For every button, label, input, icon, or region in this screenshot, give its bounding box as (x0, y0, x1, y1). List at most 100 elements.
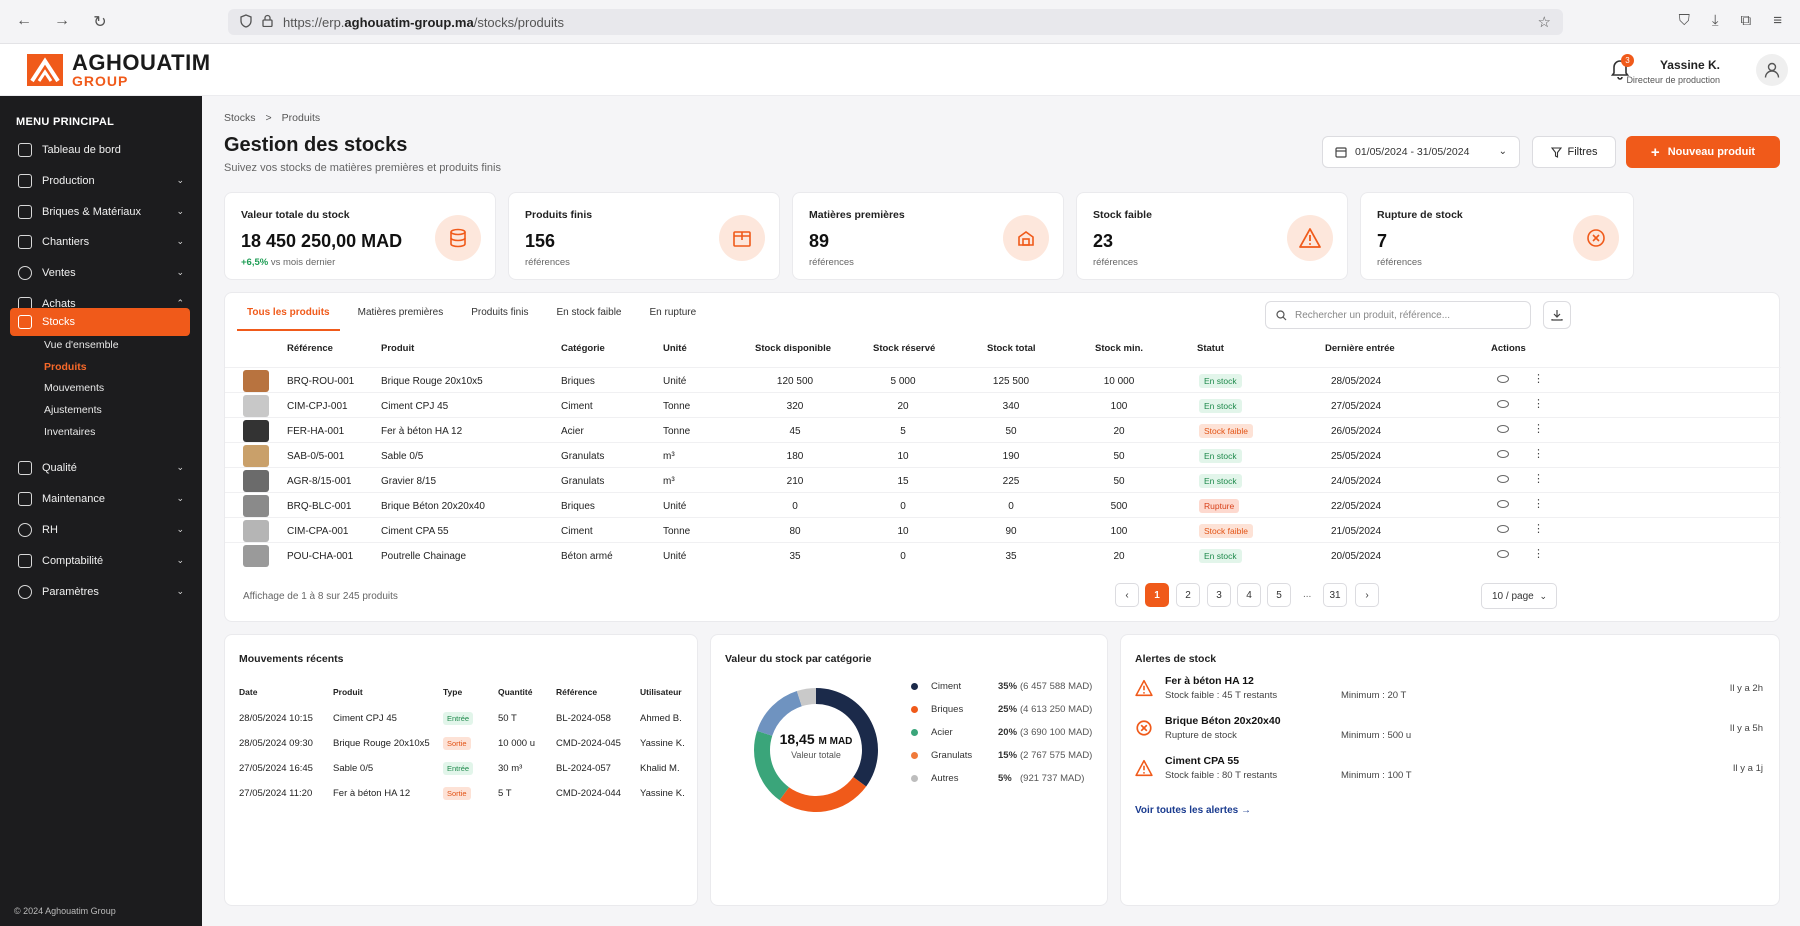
sidebar-item-label: Chantiers (42, 236, 90, 248)
prev-page-button[interactable]: ‹ (1115, 583, 1139, 607)
sidebar-item-chantiers[interactable]: Chantiers ⌄ (10, 228, 190, 256)
more-options-icon[interactable]: ⋮ (1533, 398, 1544, 410)
filters-button[interactable]: Filtres (1532, 136, 1616, 168)
table-row[interactable]: AGR-8/15-001 Gravier 8/15 Granulats m³ 210 15… (225, 467, 1781, 492)
new-product-button[interactable]: + Nouveau produit (1626, 136, 1780, 168)
table-row[interactable]: FER-HA-001 Fer à béton HA 12 Acier Tonne 45 5… (225, 417, 1781, 442)
view-eye-icon[interactable] (1497, 425, 1509, 433)
more-options-icon[interactable]: ⋮ (1533, 423, 1544, 435)
donut-slice-ciment[interactable] (816, 688, 878, 787)
table-row[interactable]: POU-CHA-001 Poutrelle Chainage Béton armé U… (225, 542, 1781, 567)
tab-low-stock[interactable]: En stock faible (556, 307, 622, 318)
page-last-button[interactable]: 31 (1323, 583, 1347, 607)
more-options-icon[interactable]: ⋮ (1533, 498, 1544, 510)
next-page-button[interactable]: › (1355, 583, 1379, 607)
more-options-icon[interactable]: ⋮ (1533, 548, 1544, 560)
legend-dot (911, 683, 918, 690)
cell-unit: m³ (663, 451, 675, 462)
col-stock-min[interactable]: Stock min. (1095, 343, 1144, 354)
col-last-entry[interactable]: Dernière entrée (1325, 343, 1395, 354)
forward-icon[interactable]: → (54, 12, 70, 29)
donut-slice-autres[interactable] (796, 688, 816, 707)
col-stock-available[interactable]: Stock disponible (755, 343, 832, 354)
sidebar-item-maintenance[interactable]: Maintenance ⌄ (10, 485, 190, 513)
notifications-button[interactable]: 3 (1610, 54, 1634, 82)
table-row[interactable]: BRQ-BLC-001 Brique Béton 20x20x40 Briques U… (225, 492, 1781, 517)
view-eye-icon[interactable] (1497, 500, 1509, 508)
extensions-icon[interactable]: ⧉ (1740, 12, 1752, 29)
bookmark-star-icon[interactable]: ☆ (1537, 14, 1551, 31)
table-row[interactable]: CIM-CPA-001 Ciment CPA 55 Ciment Tonne 80 10 9… (225, 517, 1781, 542)
col-stock-reserved[interactable]: Stock réservé (873, 343, 936, 354)
col-reference[interactable]: Référence (287, 343, 333, 354)
legend-label: Briques (931, 704, 964, 715)
avatar[interactable] (1756, 54, 1788, 86)
page-3-button[interactable]: 3 (1207, 583, 1231, 607)
table-row[interactable]: BRQ-ROU-001 Brique Rouge 20x10x5 Briques Un… (225, 367, 1781, 392)
date-range-picker[interactable]: 01/05/2024 - 31/05/2024 ⌄ (1322, 136, 1520, 168)
sidebar-sub-overview[interactable]: Vue d'ensemble (44, 339, 119, 351)
sidebar-item-briques[interactable]: Briques & Matériaux ⌄ (10, 198, 190, 226)
tab-raw-materials[interactable]: Matières premières (357, 307, 444, 318)
table-row[interactable]: CIM-CPJ-001 Ciment CPJ 45 Ciment Tonne 320 20… (225, 392, 1781, 417)
address-bar[interactable]: https://erp.aghouatim-group.ma/stocks/pr… (228, 9, 1563, 35)
view-eye-icon[interactable] (1497, 450, 1509, 458)
page-1-button[interactable]: 1 (1145, 583, 1169, 607)
per-page-select[interactable]: 10 / page ⌄ (1481, 583, 1557, 609)
back-icon[interactable]: ← (16, 12, 32, 29)
pocket-icon[interactable]: ⛉ (1678, 12, 1690, 29)
menu-icon[interactable]: ≡ (1773, 12, 1782, 29)
page-5-button[interactable]: 5 (1267, 583, 1291, 607)
view-eye-icon[interactable] (1497, 550, 1509, 558)
view-all-alerts-link[interactable]: Voir toutes les alertes → (1135, 805, 1251, 816)
col-status[interactable]: Statut (1197, 343, 1224, 354)
tab-out-of-stock[interactable]: En rupture (649, 307, 697, 318)
export-button[interactable] (1543, 301, 1571, 329)
tab-finished-products[interactable]: Produits finis (471, 307, 529, 318)
col-product[interactable]: Produit (381, 343, 415, 354)
sidebar-item-comptabilite[interactable]: Comptabilité ⌄ (10, 547, 190, 575)
page-2-button[interactable]: 2 (1176, 583, 1200, 607)
sidebar-item-dashboard[interactable]: Tableau de bord (10, 136, 190, 164)
view-eye-icon[interactable] (1497, 475, 1509, 483)
view-eye-icon[interactable] (1497, 375, 1509, 383)
kpi-sub: références (809, 257, 854, 268)
breadcrumb-stocks[interactable]: Stocks (224, 112, 256, 124)
donut-slice-granulats[interactable] (757, 691, 802, 736)
downloads-icon[interactable]: ⤓ (1711, 12, 1719, 29)
donut-slice-briques[interactable] (779, 777, 867, 812)
table-row[interactable]: SAB-0/5-001 Sable 0/5 Granulats m³ 180 10 190 5… (225, 442, 1781, 467)
warning-icon (1135, 759, 1153, 777)
sidebar-sub-inventories[interactable]: Inventaires (44, 426, 96, 438)
col-category[interactable]: Catégorie (561, 343, 605, 354)
legend-amount: (2 767 575 MAD) (1020, 750, 1093, 761)
more-options-icon[interactable]: ⋮ (1533, 448, 1544, 460)
sidebar-item-rh[interactable]: RH ⌄ (10, 516, 190, 544)
user-info[interactable]: Yassine K. Directeur de production (1626, 58, 1720, 85)
view-eye-icon[interactable] (1497, 525, 1509, 533)
page-4-button[interactable]: 4 (1237, 583, 1261, 607)
view-eye-icon[interactable] (1497, 400, 1509, 408)
sidebar-item-production[interactable]: Production ⌄ (10, 167, 190, 195)
more-options-icon[interactable]: ⋮ (1533, 473, 1544, 485)
sidebar-sub-products[interactable]: Produits (44, 361, 87, 373)
sidebar-sub-adjustments[interactable]: Ajustements (44, 404, 102, 416)
more-options-icon[interactable]: ⋮ (1533, 523, 1544, 535)
donut-slice-acier[interactable] (754, 730, 789, 801)
kpi-label: Rupture de stock (1377, 209, 1463, 221)
sidebar-sub-movements[interactable]: Mouvements (44, 382, 105, 394)
sidebar-item-ventes[interactable]: Ventes ⌄ (10, 259, 190, 287)
sidebar-item-parametres[interactable]: Paramètres ⌄ (10, 578, 190, 606)
col-unit[interactable]: Unité (663, 343, 687, 354)
logo[interactable]: AGHOUATIM GROUP (26, 52, 211, 88)
cell-product: Brique Béton 20x20x40 (381, 501, 485, 512)
sidebar-item-stocks[interactable]: Stocks (10, 308, 190, 336)
col-stock-total[interactable]: Stock total (987, 343, 1036, 354)
sidebar-item-qualite[interactable]: Qualité ⌄ (10, 454, 190, 482)
tab-all-products[interactable]: Tous les produits (237, 293, 340, 331)
more-options-icon[interactable]: ⋮ (1533, 373, 1544, 385)
reload-icon[interactable]: ↻ (93, 14, 107, 31)
breadcrumb-products: Produits (281, 112, 321, 124)
search-input[interactable]: Rechercher un produit, référence... (1265, 301, 1531, 329)
cell-reference: CIM-CPA-001 (287, 526, 349, 537)
